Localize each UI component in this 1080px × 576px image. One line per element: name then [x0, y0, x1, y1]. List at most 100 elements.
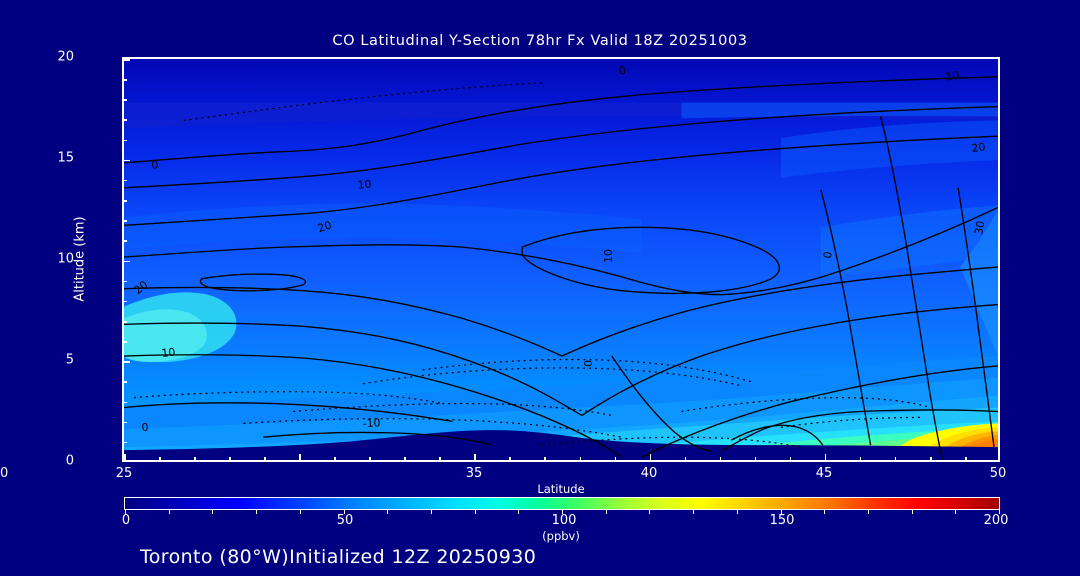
colorbar-tick-mark — [736, 509, 738, 514]
figure-caption: Toronto (80°W)Initialized 12Z 20250930 — [140, 546, 537, 568]
svg-text:20: 20 — [316, 218, 333, 235]
x-tick-mark — [509, 457, 512, 460]
x-tick-mark — [229, 457, 231, 460]
contour-labels: 0 10 20 20 10 0 -10 10 0 10 0 20 30 0 — [131, 64, 987, 435]
y-tick-mark — [124, 361, 130, 363]
svg-text:10: 10 — [161, 346, 176, 360]
colorbar — [124, 497, 1000, 514]
x-tick-mark — [124, 454, 126, 460]
svg-text:20: 20 — [971, 140, 987, 155]
svg-text:10: 10 — [602, 249, 615, 263]
colorbar-tick-mark — [168, 509, 170, 514]
y-tick-mark — [124, 179, 127, 182]
x-tick-label: 30 — [0, 466, 9, 481]
x-axis-label: Latitude — [537, 482, 585, 496]
y-tick-mark — [124, 200, 127, 202]
x-tick-label: 35 — [465, 466, 483, 481]
colorbar-tick-mark — [562, 509, 563, 514]
colorbar-tick-mark — [387, 509, 389, 514]
y-tick-mark — [124, 79, 127, 81]
x-tick-mark — [964, 457, 967, 460]
colorbar-tick-mark — [649, 509, 651, 514]
colorbar-tick-mark — [693, 509, 695, 514]
colorbar-tick-mark — [605, 509, 607, 514]
svg-text:30: 30 — [972, 220, 987, 236]
x-tick-label: 25 — [115, 466, 133, 481]
co-field-heatmap: 0 10 20 20 10 0 -10 10 0 10 0 20 30 0 — [124, 59, 998, 460]
y-tick-mark — [124, 119, 127, 122]
y-tick-label: 20 — [57, 49, 74, 65]
x-tick-mark — [334, 457, 336, 460]
y-tick-mark — [124, 159, 130, 162]
y-tick-label: 15 — [57, 150, 74, 166]
colorbar-tick-mark — [867, 509, 869, 514]
x-tick-label: 50 — [989, 466, 1007, 481]
y-tick-mark — [124, 341, 127, 343]
colorbar-tick-mark — [518, 509, 520, 514]
terrain-mask — [124, 430, 998, 460]
colorbar-tick-label: 200 — [983, 513, 1009, 528]
colorbar-tick-mark — [212, 509, 214, 514]
x-tick-mark — [859, 457, 862, 460]
y-tick-mark — [124, 320, 127, 323]
y-tick-label: 10 — [57, 251, 74, 267]
x-tick-mark — [369, 457, 371, 460]
y-tick-mark — [124, 401, 127, 404]
y-tick-mark — [124, 441, 127, 444]
colorbar-tick-mark — [955, 509, 957, 514]
x-tick-mark — [579, 457, 582, 460]
svg-text:-10: -10 — [362, 416, 381, 430]
x-tick-mark — [929, 457, 932, 460]
colorbar-tick-mark — [780, 509, 782, 514]
y-tick-label: 5 — [65, 352, 74, 368]
y-tick-mark — [124, 220, 127, 222]
colorbar-tick-mark — [256, 509, 258, 514]
colorbar-tick-mark — [125, 509, 126, 514]
x-tick-mark — [754, 457, 757, 460]
x-tick-mark — [894, 457, 897, 460]
colorbar-tick-mark — [299, 509, 301, 514]
x-tick-mark — [474, 454, 476, 460]
x-tick-mark — [544, 457, 547, 460]
y-tick-mark — [124, 59, 130, 61]
svg-text:10: 10 — [944, 69, 960, 84]
x-tick-mark — [299, 454, 301, 460]
x-tick-mark — [159, 457, 161, 460]
x-tick-mark — [719, 457, 722, 460]
colorbar-tick-mark — [911, 509, 913, 514]
y-tick-mark — [124, 280, 127, 283]
x-tick-mark — [614, 457, 617, 460]
contour-lines-positive — [124, 76, 998, 460]
contour-lines-negative — [133, 82, 931, 448]
svg-text:0: 0 — [141, 421, 149, 435]
x-tick-mark — [194, 457, 196, 460]
plot-area: 0 10 20 20 10 0 -10 10 0 10 0 20 30 0 — [122, 57, 1000, 462]
x-tick-label: 45 — [815, 466, 833, 481]
y-axis-label: Altitude (km) — [72, 216, 88, 302]
y-tick-mark — [124, 99, 127, 101]
colorbar-tick-mark — [999, 509, 1000, 514]
x-tick-mark — [649, 454, 652, 460]
y-tick-label: 0 — [65, 453, 74, 469]
y-tick-mark — [124, 139, 127, 142]
svg-text:0: 0 — [582, 360, 595, 367]
colorbar-tick-mark — [430, 509, 432, 514]
colorbar-tick-label: 150 — [769, 513, 795, 528]
x-tick-mark — [264, 457, 266, 460]
x-tick-mark — [404, 457, 406, 460]
x-tick-mark — [789, 457, 792, 460]
svg-text:0: 0 — [151, 158, 159, 172]
chart-title: CO Latitudinal Y-Section 78hr Fx Valid 1… — [332, 33, 748, 49]
co-field-svg: 0 10 20 20 10 0 -10 10 0 10 0 20 30 0 — [124, 59, 998, 460]
colorbar-tick-mark — [474, 509, 476, 514]
colorbar-tick-label: 0 — [121, 513, 131, 528]
y-tick-mark — [124, 421, 127, 424]
colorbar-tick-label: 100 — [551, 513, 577, 528]
y-tick-mark — [124, 260, 130, 263]
y-tick-mark — [124, 300, 127, 303]
svg-text:0: 0 — [618, 64, 628, 78]
svg-text:10: 10 — [357, 178, 372, 192]
colorbar-tick-mark — [343, 509, 345, 514]
y-tick-mark — [124, 381, 127, 383]
x-tick-mark — [439, 457, 441, 460]
